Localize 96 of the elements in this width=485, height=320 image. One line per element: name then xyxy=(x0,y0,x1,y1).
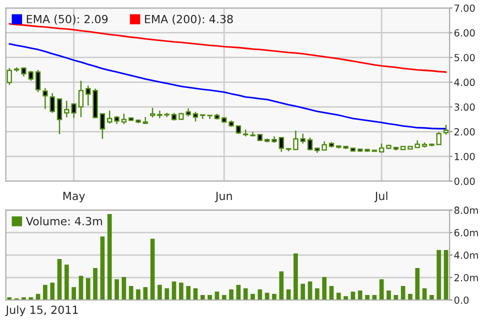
candlestick xyxy=(192,111,198,122)
bar xyxy=(164,288,170,300)
y-tick-label: 3.00 xyxy=(454,103,475,111)
bar xyxy=(214,292,220,300)
y-tick-label: 1.00 xyxy=(454,152,475,160)
y-tick-label: 0.00 xyxy=(454,178,475,185)
candlestick xyxy=(436,132,442,146)
bar xyxy=(57,258,62,300)
bar xyxy=(229,289,234,300)
bar xyxy=(350,292,356,300)
bar xyxy=(158,284,162,300)
candlestick xyxy=(121,112,127,125)
bar xyxy=(186,286,191,300)
bar xyxy=(72,287,76,300)
bar xyxy=(50,282,55,300)
bar xyxy=(272,294,276,300)
bar xyxy=(444,250,448,300)
bar xyxy=(250,294,255,300)
bar xyxy=(100,236,105,300)
y-tick-label: 2.00 xyxy=(454,128,475,136)
bar xyxy=(308,281,312,300)
bar xyxy=(379,279,384,300)
bar xyxy=(365,294,370,300)
y-tick-label: 4.00 xyxy=(454,78,475,86)
legend-label: EMA (200): 4.38 xyxy=(145,14,233,25)
bar xyxy=(243,288,248,300)
bar xyxy=(64,264,69,300)
bar xyxy=(122,276,126,300)
candlestick xyxy=(278,136,284,153)
candlestick xyxy=(78,80,84,118)
bar xyxy=(358,290,362,300)
bar xyxy=(264,292,270,300)
bar xyxy=(86,278,90,300)
candlestick xyxy=(56,98,62,135)
bar xyxy=(114,279,119,300)
bar xyxy=(7,297,12,300)
bar xyxy=(422,288,427,300)
bar xyxy=(43,284,48,300)
bar xyxy=(400,286,406,300)
candlestick xyxy=(207,114,212,120)
candlestick xyxy=(100,113,106,140)
bar xyxy=(236,284,241,300)
bar xyxy=(208,294,212,300)
bar xyxy=(200,294,205,300)
bar xyxy=(78,276,84,300)
y-tick-label: 6.00 xyxy=(454,29,475,37)
bar xyxy=(386,290,391,300)
y-tick-label: 5.00 xyxy=(454,54,475,62)
candlestick xyxy=(35,69,41,93)
x-tick-label: Jul xyxy=(374,192,388,202)
bar xyxy=(172,281,176,300)
legend-label: Volume: 4.3m xyxy=(26,216,102,226)
bar xyxy=(336,292,341,300)
bar xyxy=(179,282,184,300)
bar xyxy=(150,238,155,300)
y-tick-label: 8.0m xyxy=(454,206,478,214)
legend-label: EMA (50): 2.09 xyxy=(26,14,108,25)
x-tick-label: May xyxy=(63,192,85,202)
candlestick xyxy=(293,130,298,150)
candlestick xyxy=(42,88,48,110)
y-tick-label: 7.00 xyxy=(454,4,475,12)
bar xyxy=(28,297,34,300)
bar xyxy=(394,294,398,300)
y-tick-label: 6.0m xyxy=(454,229,478,236)
y-tick-label: 4.0m xyxy=(454,252,478,259)
bar xyxy=(107,214,112,300)
text: July 15, 2011 xyxy=(5,305,78,316)
bar xyxy=(408,294,412,300)
bar xyxy=(294,253,298,300)
bar xyxy=(315,288,320,300)
candlestick xyxy=(150,107,156,118)
y-tick-label: 0.0 xyxy=(454,296,469,304)
candlestick xyxy=(50,92,55,114)
bar xyxy=(136,289,140,300)
candlestick xyxy=(157,110,162,119)
bar xyxy=(143,287,148,300)
bar xyxy=(430,294,434,300)
bar xyxy=(128,286,134,300)
candlestick xyxy=(307,136,313,152)
bar xyxy=(300,284,306,300)
y-tick-label: 2.0m xyxy=(454,274,478,282)
candlestick xyxy=(28,70,34,82)
candlestick xyxy=(300,133,306,144)
x-tick-label: Jun xyxy=(214,192,232,202)
bar xyxy=(344,296,348,300)
bar xyxy=(222,294,226,300)
bar xyxy=(279,271,284,300)
bar xyxy=(193,288,198,300)
bar xyxy=(22,297,26,300)
bar xyxy=(93,268,98,300)
bar xyxy=(436,250,442,300)
bar xyxy=(322,276,326,300)
candlestick xyxy=(107,110,112,124)
bar xyxy=(329,286,334,300)
candlestick xyxy=(86,85,91,106)
bar xyxy=(415,268,420,300)
